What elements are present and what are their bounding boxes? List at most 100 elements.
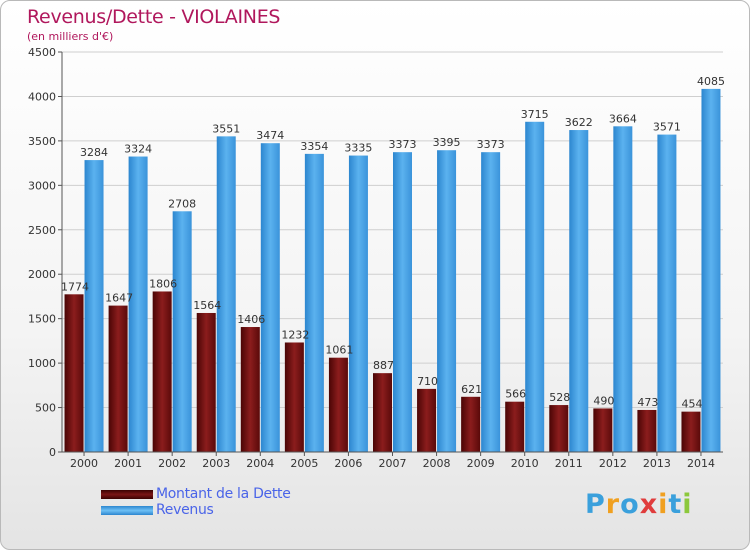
logo-letter: t xyxy=(668,489,683,520)
data-label-revenus: 3284 xyxy=(80,146,108,159)
legend-swatch-revenus xyxy=(101,506,153,515)
bar-revenus xyxy=(348,155,368,453)
bar-debt xyxy=(549,405,569,452)
data-label-debt: 621 xyxy=(461,383,482,396)
logo-letter: i xyxy=(682,489,693,520)
bar-debt xyxy=(637,409,657,452)
y-tick-label: 3000 xyxy=(28,179,56,192)
axes: 0 500 1000 1500 2000 2500 3000 3500 4000 4500 2000… xyxy=(28,46,723,470)
data-label-debt: 710 xyxy=(417,375,438,388)
data-label-debt: 1564 xyxy=(193,299,221,312)
data-label-debt: 490 xyxy=(593,394,614,407)
legend-swatch-debt xyxy=(101,490,153,499)
data-label-revenus: 4085 xyxy=(697,75,725,88)
data-label-revenus: 3664 xyxy=(609,112,637,125)
bar-revenus xyxy=(481,152,501,452)
y-tick-label: 4000 xyxy=(28,90,56,103)
data-label-debt: 1774 xyxy=(61,280,89,293)
x-tick-label: 2001 xyxy=(114,457,142,470)
x-tick-label: 2014 xyxy=(687,457,715,470)
data-label-revenus: 3395 xyxy=(433,136,461,149)
bar-debt xyxy=(328,357,348,452)
data-label-revenus: 3551 xyxy=(212,122,240,135)
data-label-revenus: 3571 xyxy=(653,121,681,134)
data-label-revenus: 3373 xyxy=(389,138,417,151)
bar-revenus xyxy=(569,130,589,453)
y-tick-label: 0 xyxy=(49,446,56,459)
bar-debt xyxy=(461,396,481,452)
data-label-debt: 1232 xyxy=(281,328,309,341)
bar-debt xyxy=(593,408,613,452)
data-label-revenus: 3715 xyxy=(521,108,549,121)
bar-revenus xyxy=(172,211,192,452)
bar-debt xyxy=(417,388,437,452)
bar-debt xyxy=(284,342,304,452)
value-labels: 1774 3284 1647 3324 1806 2708 1564 3551 1406 3474… xyxy=(61,75,725,411)
bar-debt xyxy=(196,312,216,452)
bar-debt xyxy=(152,291,172,452)
x-tick-label: 2011 xyxy=(555,457,583,470)
data-label-debt: 1647 xyxy=(105,292,133,305)
data-label-revenus: 3354 xyxy=(300,140,328,153)
y-tick-label: 500 xyxy=(35,402,56,415)
data-label-debt: 1061 xyxy=(325,344,353,357)
bar-revenus xyxy=(84,160,104,453)
x-tick-label: 2003 xyxy=(202,457,230,470)
bar-chart: 0 500 1000 1500 2000 2500 3000 3500 4000 4500 2000… xyxy=(28,46,725,470)
data-label-revenus: 3373 xyxy=(477,138,505,151)
bar-revenus xyxy=(304,153,324,452)
data-label-debt: 473 xyxy=(637,396,658,409)
bar-debt xyxy=(64,294,84,452)
bar-revenus xyxy=(701,88,721,452)
data-label-revenus: 3335 xyxy=(344,142,372,155)
y-tick-label: 1500 xyxy=(28,313,56,326)
data-label-debt: 1406 xyxy=(237,313,265,326)
y-tick-label: 4500 xyxy=(28,46,56,59)
x-tick-label: 2005 xyxy=(290,457,318,470)
x-tick-label: 2008 xyxy=(423,457,451,470)
bar-debt xyxy=(505,401,525,452)
data-label-debt: 528 xyxy=(549,391,570,404)
legend-label-debt: Montant de la Dette xyxy=(156,486,291,502)
data-label-debt: 887 xyxy=(373,359,394,372)
chart-subtitle: (en milliers d'€) xyxy=(27,30,114,43)
bar-revenus xyxy=(393,152,412,452)
bar-debt xyxy=(373,373,392,452)
bar-debt xyxy=(240,327,260,452)
bar-revenus xyxy=(128,156,148,453)
data-label-revenus: 3474 xyxy=(256,129,284,142)
chart-title: Revenus/Dette - VIOLAINES xyxy=(27,6,281,28)
x-tick-label: 2012 xyxy=(599,457,627,470)
bar-revenus xyxy=(260,143,280,452)
legend-label-revenus: Revenus xyxy=(156,502,214,518)
bar-debt xyxy=(681,411,701,452)
logo-letter: r xyxy=(605,489,621,520)
logo-letter: x xyxy=(639,489,659,520)
bar-revenus xyxy=(613,126,633,453)
proxiti-logo: Proxiti xyxy=(585,489,693,520)
y-tick-label: 2500 xyxy=(28,224,56,237)
x-tick-label: 2007 xyxy=(379,457,407,470)
logo-letter: P xyxy=(585,489,606,520)
data-label-debt: 1806 xyxy=(149,277,177,290)
data-label-revenus: 3324 xyxy=(124,143,152,156)
x-tick-label: 2000 xyxy=(70,457,98,470)
logo-letter: i xyxy=(658,489,669,520)
y-tick-label: 3500 xyxy=(28,135,56,148)
y-tick-label: 2000 xyxy=(28,268,56,281)
x-tick-label: 2010 xyxy=(511,457,539,470)
bar-revenus xyxy=(657,134,677,453)
bars xyxy=(64,88,721,453)
data-label-debt: 454 xyxy=(681,398,702,411)
y-tick-label: 1000 xyxy=(28,357,56,370)
x-tick-label: 2013 xyxy=(643,457,671,470)
logo-letter: o xyxy=(620,489,640,520)
data-label-debt: 566 xyxy=(505,388,526,401)
x-tick-label: 2006 xyxy=(334,457,362,470)
bar-revenus xyxy=(437,150,457,452)
bar-revenus xyxy=(216,136,236,452)
bar-debt xyxy=(108,305,128,452)
x-tick-label: 2009 xyxy=(467,457,495,470)
data-label-revenus: 3622 xyxy=(565,116,593,129)
